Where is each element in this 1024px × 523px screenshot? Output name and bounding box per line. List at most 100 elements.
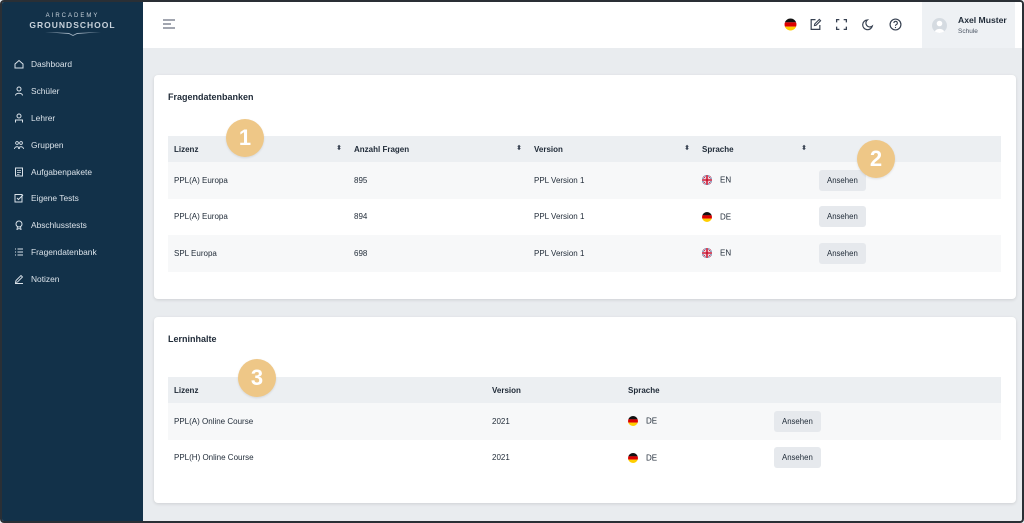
list-icon (14, 247, 24, 257)
cell-version: 2021 (492, 416, 510, 426)
language-code: DE (646, 453, 658, 463)
ansehen-button[interactable]: Ansehen (819, 206, 866, 228)
sidebar-item-schueler[interactable]: Schüler (2, 78, 143, 105)
table-row: PPL(A) Europa 895 PPL Version 1 EN Anseh… (168, 162, 1001, 199)
column-header-lizenz: Lizenz (174, 385, 199, 395)
cell-version: 2021 (492, 453, 510, 463)
column-header-actions (768, 377, 1001, 403)
user-name: Axel Muster (958, 15, 1007, 25)
sidebar-item-label: Dashboard (31, 59, 72, 70)
cell-action: Ansehen (813, 162, 1001, 199)
cell-sprache: EN (696, 235, 813, 272)
german-flag-icon (628, 452, 638, 463)
cell-sprache: DE (622, 440, 768, 477)
sidebar-nav: Dashboard Schüler Lehrer Gruppen Aufgabe… (2, 51, 143, 292)
sidebar-item-abschlusstests[interactable]: Abschlusstests (2, 212, 143, 239)
topbar: Axel Muster Schule (143, 2, 1022, 48)
cell-lizenz: PPL(A) Online Course (174, 416, 254, 426)
uk-flag-icon (702, 175, 712, 186)
table-header-row: Lizenz Version Sprache (168, 377, 1001, 403)
annotation-marker-3: 3 (238, 359, 276, 397)
table-row: SPL Europa 698 PPL Version 1 EN Ansehen (168, 235, 1001, 272)
package-icon (14, 167, 24, 177)
home-icon (14, 59, 24, 69)
user-role: Schule (958, 28, 978, 35)
cell-sprache: DE (696, 199, 813, 236)
cell-anzahl: 895 (354, 175, 368, 185)
ansehen-button[interactable]: Ansehen (774, 410, 821, 432)
column-header-version[interactable]: Version ⬍ (528, 136, 696, 162)
lerninhalte-card: Lerninhalte Lizenz Version Sprache PPL(A… (154, 317, 1016, 503)
cell-lizenz: PPL(A) Europa (174, 175, 228, 185)
cell-sprache: EN (696, 162, 813, 199)
sidebar: AIRCADEMY GROUNDSCHOOL Dashboard Schüler… (2, 2, 143, 521)
group-icon (14, 140, 24, 150)
wing-logo-icon (44, 32, 101, 36)
user-icon (14, 86, 24, 96)
column-header-sprache: Sprache (628, 385, 660, 395)
sidebar-item-gruppen[interactable]: Gruppen (2, 131, 143, 158)
sidebar-item-label: Abschlusstests (31, 220, 87, 231)
german-flag-icon[interactable] (784, 18, 797, 31)
table-row: PPL(A) Europa 894 PPL Version 1 DE Anseh… (168, 198, 1001, 236)
cell-version: PPL Version 1 (534, 248, 585, 258)
sort-icon[interactable]: ⬍ (684, 145, 690, 152)
sidebar-item-label: Gruppen (31, 139, 64, 150)
logo-main-text: GROUNDSCHOOL (29, 20, 116, 30)
cell-anzahl: 698 (354, 248, 368, 258)
column-header-lizenz[interactable]: Lizenz ⬍ (168, 136, 348, 162)
column-label: Lizenz (174, 144, 199, 154)
sidebar-item-label: Aufgabenpakete (31, 166, 93, 177)
menu-toggle-icon[interactable] (162, 18, 176, 30)
sidebar-item-aufgabenpakete[interactable]: Aufgabenpakete (2, 158, 143, 185)
cell-anzahl: 894 (354, 212, 368, 222)
language-code: EN (720, 248, 732, 258)
card-title: Fragendatenbanken (168, 92, 254, 102)
uk-flag-icon (702, 248, 712, 259)
cell-lizenz: SPL Europa (174, 248, 217, 258)
sidebar-item-eigene-tests[interactable]: Eigene Tests (2, 185, 143, 212)
table-row: PPL(A) Online Course 2021 DE Ansehen (168, 403, 1001, 440)
cell-action: Ansehen (813, 199, 1001, 236)
sidebar-item-label: Fragendatenbank (31, 246, 97, 257)
sidebar-item-label: Schüler (31, 86, 60, 97)
cell-sprache: DE (622, 403, 768, 440)
test-icon (14, 193, 24, 203)
moon-icon[interactable] (862, 18, 875, 31)
user-menu[interactable]: Axel Muster Schule (922, 2, 1015, 48)
cell-version: PPL Version 1 (534, 212, 585, 222)
sidebar-item-notizen[interactable]: Notizen (2, 265, 143, 292)
fullscreen-icon[interactable] (835, 18, 848, 31)
language-code: EN (720, 175, 732, 185)
sort-icon[interactable]: ⬍ (801, 145, 807, 152)
column-header-sprache[interactable]: Sprache ⬍ (696, 136, 813, 162)
fragendatenbanken-card: Fragendatenbanken Lizenz ⬍ Anzahl Fragen ⬍… (154, 75, 1016, 299)
language-code: DE (646, 416, 658, 426)
column-header-version: Version (492, 385, 521, 395)
pencil-icon (14, 274, 24, 284)
edit-icon[interactable] (809, 18, 822, 31)
column-header-anzahl[interactable]: Anzahl Fragen ⬍ (348, 136, 528, 162)
sort-icon[interactable]: ⬍ (336, 145, 342, 152)
logo-top-text: AIRCADEMY (45, 13, 100, 19)
german-flag-icon (702, 211, 712, 222)
ansehen-button[interactable]: Ansehen (819, 169, 866, 191)
logo[interactable]: AIRCADEMY GROUNDSCHOOL (2, 2, 143, 48)
column-label: Sprache (702, 144, 734, 154)
column-header-actions (813, 136, 1001, 162)
help-icon[interactable] (889, 18, 902, 31)
column-label: Version (534, 144, 563, 154)
annotation-marker-1: 1 (226, 119, 264, 157)
sidebar-item-fragendatenbank[interactable]: Fragendatenbank (2, 239, 143, 266)
cell-lizenz: PPL(A) Europa (174, 212, 228, 222)
sort-icon[interactable]: ⬍ (516, 145, 522, 152)
sidebar-item-lehrer[interactable]: Lehrer (2, 105, 143, 132)
german-flag-icon (628, 416, 638, 427)
ansehen-button[interactable]: Ansehen (774, 447, 821, 469)
sidebar-item-dashboard[interactable]: Dashboard (2, 51, 143, 78)
cell-version: PPL Version 1 (534, 175, 585, 185)
annotation-marker-2: 2 (857, 140, 895, 178)
table-row: PPL(H) Online Course 2021 DE Ansehen (168, 439, 1001, 477)
ansehen-button[interactable]: Ansehen (819, 242, 866, 264)
